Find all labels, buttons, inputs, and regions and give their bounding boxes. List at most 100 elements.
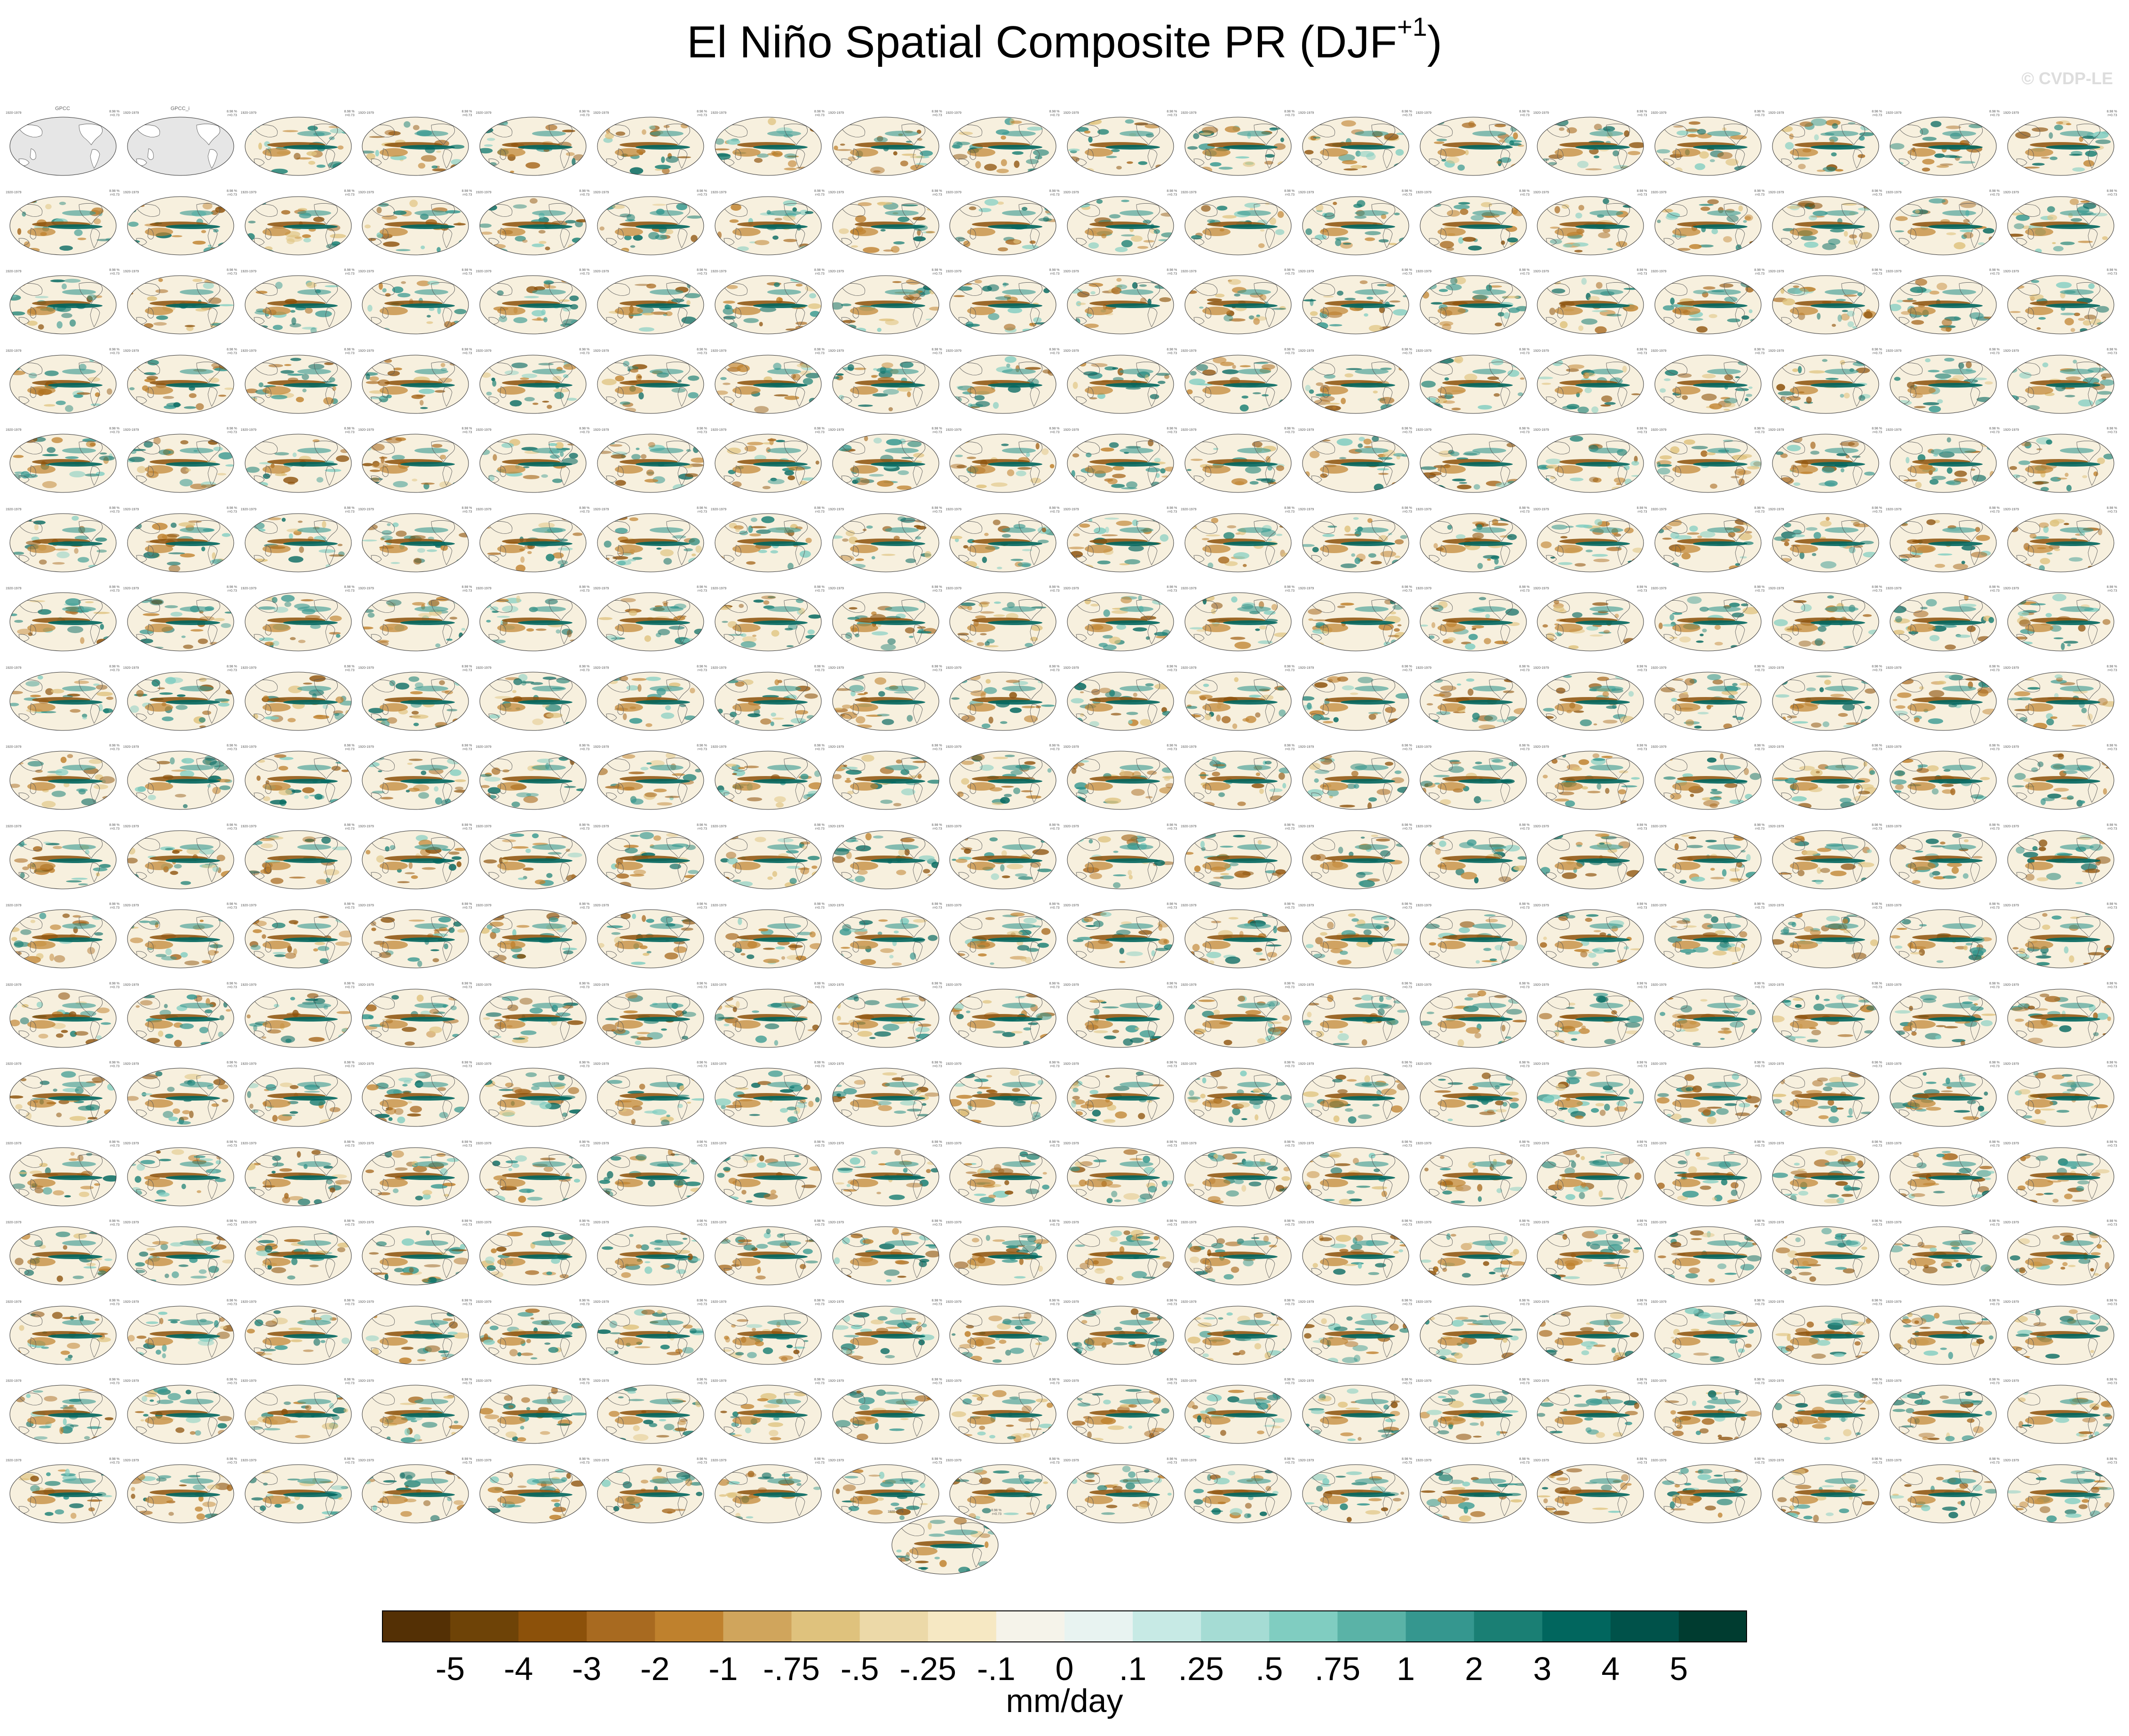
panel-stat-label: 8.98 % r=0.73 xyxy=(344,189,355,197)
panel-period-label: 1920-1979 xyxy=(1181,824,1197,828)
map-svg xyxy=(1420,1147,1527,1206)
panel-stat-label: 8.98 % r=0.73 xyxy=(461,744,472,751)
map-panel: 1920-1979 8.98 % r=0.73 xyxy=(1061,343,1179,422)
panel-stat-label: 8.98 % r=0.73 xyxy=(579,744,590,751)
map-svg xyxy=(1890,196,1997,255)
panel-stat-label: 8.98 % r=0.73 xyxy=(2106,506,2117,514)
map-panel: 1920-1979 8.98 % r=0.73 xyxy=(944,422,1061,501)
panel-stat-label: 8.98 % r=0.73 xyxy=(579,665,590,672)
panel-period-label: 1920-1979 xyxy=(593,983,609,987)
panel-period-label: 1920-1979 xyxy=(1415,1062,1432,1066)
panel-period-label: 1920-1979 xyxy=(1885,270,1902,273)
panel-stat-label: 8.98 % r=0.73 xyxy=(1167,427,1177,434)
map-panel: 1920-1979 8.98 % r=0.73 xyxy=(1649,264,1766,343)
panel-period-label: 1920-1979 xyxy=(2003,349,2019,353)
panel-stat-label: 8.98 % r=0.73 xyxy=(1519,903,1530,910)
panel-period-label: 1920-1979 xyxy=(1533,1459,1549,1462)
map-panel: 1920-1979 8.98 % r=0.73 xyxy=(944,264,1061,343)
panel-period-label: 1920-1979 xyxy=(240,904,257,907)
panel-stat-label: 8.98 % r=0.73 xyxy=(1989,1378,2000,1385)
panel-stat-label: 8.98 % r=0.73 xyxy=(579,1220,590,1227)
map-panel: 1920-1979 8.98 % r=0.73 xyxy=(1766,739,1884,818)
map-svg xyxy=(1772,909,1879,968)
map-panel: 1920-1979 8.98 % r=0.73 xyxy=(1296,898,1414,977)
map-svg xyxy=(715,1385,822,1444)
panel-stat-label: 8.98 % r=0.73 xyxy=(697,586,707,593)
panel-period-label: 1920-1979 xyxy=(828,745,844,749)
map-panel: 1920-1979 8.98 % r=0.73 xyxy=(121,1215,239,1294)
panel-stat-label: 8.98 % r=0.73 xyxy=(1636,1299,1647,1306)
panel-period-label: 1920-1979 xyxy=(1415,587,1432,590)
panel-period-label: 1920-1979 xyxy=(1885,666,1902,670)
panel-stat-label: 8.98 % r=0.73 xyxy=(1519,1299,1530,1306)
map-svg xyxy=(2007,1226,2114,1285)
panel-period-label: 1920-1979 xyxy=(240,349,257,353)
map-svg xyxy=(1537,117,1644,176)
panel-stat-label: 8.98 % r=0.73 xyxy=(697,744,707,751)
map-panel: 1920-1979 8.98 % r=0.73 xyxy=(4,1373,121,1452)
panel-stat-label: 8.98 % r=0.73 xyxy=(1636,665,1647,672)
panel-period-label: 1920-1979 xyxy=(945,1221,961,1224)
panel-stat-label: 8.98 % r=0.73 xyxy=(227,110,237,117)
panel-stat-label: 8.98 % r=0.73 xyxy=(1519,269,1530,276)
map-panel: 1920-1979 8.98 % r=0.73 xyxy=(356,1136,474,1215)
panel-stat-label: 8.98 % r=0.73 xyxy=(1636,1220,1647,1227)
panel-stat-label: 8.98 % r=0.73 xyxy=(1754,427,1765,434)
panel-period-label: 1920-1979 xyxy=(1533,824,1549,828)
map-panel: 1920-1979 8.98 % r=0.73 xyxy=(591,977,709,1056)
panel-period-label: 1920-1979 xyxy=(710,428,727,432)
map-svg xyxy=(1772,513,1879,572)
panel-stat-label: 8.98 % r=0.73 xyxy=(1402,1061,1412,1068)
panel-stat-label: 8.98 % r=0.73 xyxy=(1402,189,1412,197)
panel-period-label: 1920-1979 xyxy=(6,983,22,987)
colorbar-tick-label: 2 xyxy=(1465,1650,1484,1687)
map-panel: 1920-1979 8.98 % r=0.73 xyxy=(591,1136,709,1215)
panel-period-label: 1920-1979 xyxy=(945,428,961,432)
panel-stat-label: 8.98 % r=0.73 xyxy=(344,982,355,989)
panel-stat-label: 8.98 % r=0.73 xyxy=(461,189,472,197)
map-panel: 1920-1979 8.98 % r=0.73 xyxy=(826,264,944,343)
map-svg xyxy=(479,1464,587,1523)
map-panel: 1920-1979 8.98 % r=0.73 xyxy=(474,1453,591,1532)
map-svg xyxy=(479,1385,587,1444)
map-svg xyxy=(1890,275,1997,334)
map-svg xyxy=(832,1147,939,1206)
panel-stat-label: 8.98 % r=0.73 xyxy=(109,427,119,434)
panel-period-label: 1920-1979 xyxy=(1885,824,1902,828)
map-panel: 1920-1979 8.98 % r=0.73 xyxy=(2002,264,2119,343)
panel-period-label: 1920-1979 xyxy=(476,1221,492,1224)
map-svg xyxy=(1772,1306,1879,1364)
map-panel: 1920-1979 8.98 % r=0.73 xyxy=(239,1373,357,1452)
map-panel: 1920-1979 8.98 % r=0.73 xyxy=(1649,739,1766,818)
map-panel: 1920-1979 8.98 % r=0.73 xyxy=(1414,1136,1532,1215)
panel-period-label: 1920-1979 xyxy=(1298,349,1314,353)
map-svg xyxy=(362,434,469,493)
map-svg xyxy=(1067,117,1174,176)
panel-period-label: 1920-1979 xyxy=(240,1300,257,1304)
page-title: El Niño Spatial Composite PR (DJF+1) xyxy=(0,14,2129,71)
map-panel: 1920-1979 8.98 % r=0.73 xyxy=(944,1373,1061,1452)
panel-period-label: 1920-1979 xyxy=(240,111,257,115)
map-panel: 1920-1979 8.98 % r=0.73 xyxy=(1531,739,1649,818)
panel-period-label: 1920-1979 xyxy=(476,507,492,511)
map-svg xyxy=(1302,513,1409,572)
panel-period-label: 1920-1979 xyxy=(1533,507,1549,511)
panel-stat-label: 8.98 % r=0.73 xyxy=(1049,348,1060,355)
map-panel: 1920-1979 8.98 % r=0.73 xyxy=(1766,819,1884,898)
map-panel: 1920-1979 8.98 % r=0.73 xyxy=(356,422,474,501)
panel-period-label: 1920-1979 xyxy=(1415,190,1432,194)
map-panel: 1920-1979 8.98 % r=0.73 xyxy=(1884,1294,2002,1373)
panel-period-label: 1920-1979 xyxy=(6,1062,22,1066)
panel-period-label: 1920-1979 xyxy=(358,1221,374,1224)
map-panel: 1920-1979 8.98 % r=0.73 xyxy=(1414,105,1532,184)
panel-period-label: 1920-1979 xyxy=(1415,270,1432,273)
panel-period-label: 1920-1979 xyxy=(1298,1062,1314,1066)
map-panel: 1920-1979 8.98 % r=0.73 xyxy=(944,1136,1061,1215)
panel-stat-label: 8.98 % r=0.73 xyxy=(814,1220,825,1227)
map-panel: 1920-1979 8.98 % r=0.73 xyxy=(4,819,121,898)
map-svg xyxy=(127,672,234,730)
map-svg xyxy=(245,830,352,889)
panel-stat-label: 8.98 % r=0.73 xyxy=(814,586,825,593)
map-svg xyxy=(597,275,704,334)
map-svg xyxy=(949,434,1057,493)
